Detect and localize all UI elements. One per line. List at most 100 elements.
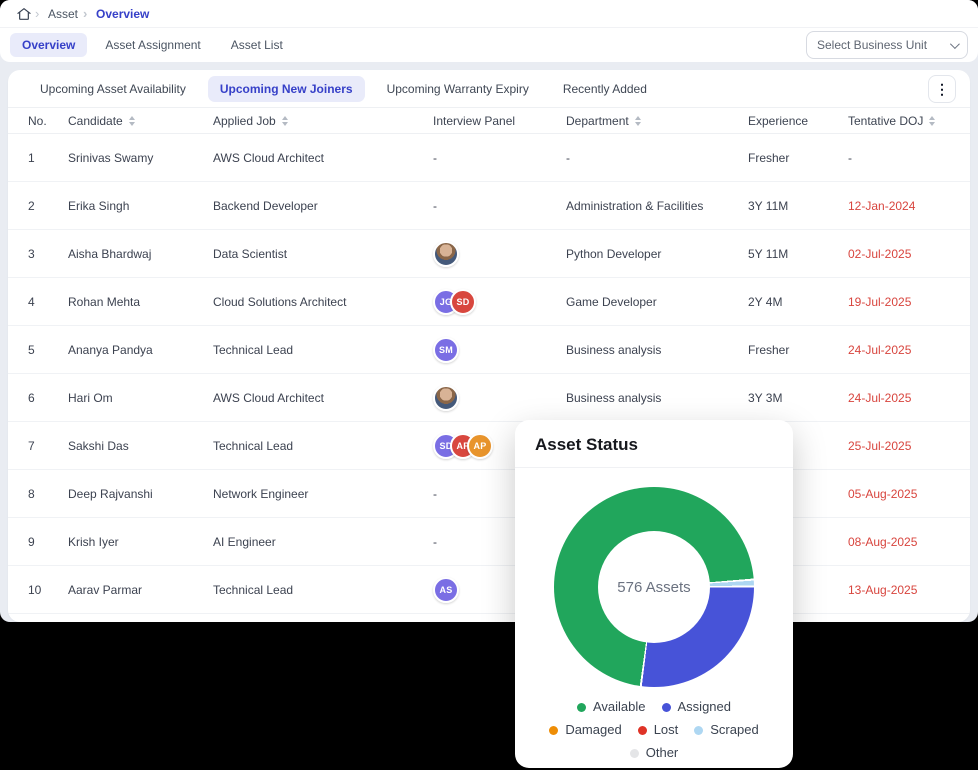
- legend-label: Assigned: [677, 699, 731, 714]
- cell-tentative-doj: 19-Jul-2025: [848, 294, 912, 309]
- cell-department: Game Developer: [566, 294, 657, 309]
- column-header-no-: No.: [28, 114, 68, 128]
- table-row: 4 Rohan Mehta Cloud Solutions Architect JG S…: [8, 278, 970, 326]
- top-tabs: Overview Asset Assignment Asset List: [10, 33, 295, 57]
- table-row: 6 Hari Om AWS Cloud Architect Business anal…: [8, 374, 970, 422]
- cell-candidate: Krish Iyer: [68, 534, 119, 549]
- legend-item-assigned: Assigned: [661, 696, 731, 718]
- home-icon[interactable]: [16, 6, 32, 22]
- legend-item-other: Other: [629, 742, 679, 764]
- cell-department: Administration & Facilities: [566, 198, 704, 213]
- cell-no: 9: [28, 534, 35, 549]
- breadcrumb-bar: Asset Overview: [0, 0, 978, 28]
- cell-tentative-doj: 12-Jan-2024: [848, 198, 916, 213]
- cell-interview-panel: JG SD: [433, 288, 566, 315]
- legend-item-available: Available: [576, 696, 646, 718]
- sort-icon: [128, 115, 135, 126]
- cell-applied-job: Backend Developer: [213, 198, 318, 213]
- asset-status-card: Asset Status 576 Assets Available Assigne…: [515, 420, 793, 768]
- column-header-department[interactable]: Department: [566, 114, 748, 128]
- column-label: Experience: [748, 113, 809, 128]
- column-label: Interview Panel: [433, 113, 516, 128]
- legend-dot-available: [576, 702, 586, 712]
- cell-no: 2: [28, 198, 35, 213]
- cell-candidate: Deep Rajvanshi: [68, 486, 153, 501]
- column-header-interview-panel: Interview Panel: [433, 114, 566, 128]
- cell-tentative-doj: 02-Jul-2025: [848, 246, 912, 261]
- cell-interview-panel: SM: [433, 336, 566, 363]
- cell-department: Business analysis: [566, 390, 662, 405]
- cell-no: 7: [28, 438, 35, 453]
- cell-candidate: Erika Singh: [68, 198, 130, 213]
- subtab-recently-added[interactable]: Recently Added: [562, 81, 647, 96]
- cell-interview-panel: -: [433, 534, 437, 549]
- cell-experience: Fresher: [748, 342, 790, 357]
- tab-overview[interactable]: Overview: [10, 33, 88, 57]
- cell-tentative-doj: -: [848, 150, 852, 165]
- cell-interview-panel: [433, 240, 566, 267]
- cell-candidate: Sakshi Das: [68, 438, 129, 453]
- column-label: Tentative DOJ: [848, 113, 924, 128]
- cell-tentative-doj: 05-Aug-2025: [848, 486, 918, 501]
- panel-initials-avatar: SD: [450, 288, 476, 315]
- cell-experience: 3Y 3M: [748, 390, 783, 405]
- cell-applied-job: AWS Cloud Architect: [213, 390, 324, 405]
- cell-applied-job: Technical Lead: [213, 582, 294, 597]
- asset-status-title: Asset Status: [535, 435, 638, 454]
- business-unit-select[interactable]: Select Business Unit: [806, 31, 968, 59]
- cell-experience: 3Y 11M: [748, 198, 789, 213]
- panel-initials-avatar: AS: [433, 576, 459, 603]
- cell-experience: 2Y 4M: [748, 294, 783, 309]
- asset-status-donut-chart: 576 Assets: [554, 487, 754, 687]
- column-label: Applied Job: [213, 113, 276, 128]
- tab-asset-assignment[interactable]: Asset Assignment: [105, 38, 201, 52]
- cell-experience: Fresher: [748, 150, 790, 165]
- cell-no: 4: [28, 294, 35, 309]
- cell-no: 5: [28, 342, 35, 357]
- subtab-upcoming-asset-availability[interactable]: Upcoming Asset Availability: [40, 81, 186, 96]
- column-label: No.: [28, 113, 47, 128]
- subtab-upcoming-warranty-expiry[interactable]: Upcoming Warranty Expiry: [386, 81, 529, 96]
- upcoming-panel-card: Upcoming Asset Availability Upcoming New …: [8, 70, 970, 622]
- cell-applied-job: Network Engineer: [213, 486, 309, 501]
- cell-candidate: Ananya Pandya: [68, 342, 153, 357]
- panel-initials-avatar: SM: [433, 336, 459, 363]
- cell-no: 10: [28, 582, 42, 597]
- breadcrumb: Asset Overview: [35, 6, 149, 21]
- legend-label: Scraped: [710, 722, 759, 737]
- tab-asset-list[interactable]: Asset List: [230, 38, 283, 52]
- cell-applied-job: AI Engineer: [213, 534, 276, 549]
- cell-no: 8: [28, 486, 35, 501]
- subtab-upcoming-new-joiners[interactable]: Upcoming New Joiners: [207, 75, 365, 102]
- panel-initials-avatar: SD: [433, 432, 459, 459]
- legend-dot-assigned: [661, 702, 671, 712]
- cell-tentative-doj: 25-Jul-2025: [848, 438, 912, 453]
- sort-icon: [281, 115, 288, 126]
- sort-icon: [634, 115, 641, 126]
- sort-icon: [929, 115, 936, 126]
- cell-interview-panel: -: [433, 198, 437, 213]
- cell-experience: 5Y 11M: [748, 246, 789, 261]
- column-header-candidate[interactable]: Candidate: [68, 114, 213, 128]
- subtab-row: Upcoming Asset Availability Upcoming New …: [8, 70, 970, 108]
- cell-candidate: Rohan Mehta: [68, 294, 141, 309]
- column-header-tentative-doj[interactable]: Tentative DOJ: [848, 114, 970, 128]
- kebab-icon: ⋮: [935, 80, 949, 97]
- column-header-experience: Experience: [748, 114, 848, 128]
- column-header-applied-job[interactable]: Applied Job: [213, 114, 433, 128]
- cell-applied-job: AWS Cloud Architect: [213, 150, 324, 165]
- breadcrumb-item-asset[interactable]: Asset: [35, 6, 78, 21]
- chevron-down-icon: [949, 38, 960, 49]
- asset-status-header: Asset Status: [515, 420, 793, 468]
- panel-photo-avatar: [433, 384, 459, 411]
- table-row: 1 Srinivas Swamy AWS Cloud Architect - - Fres…: [8, 134, 970, 182]
- breadcrumb-item-overview[interactable]: Overview: [83, 6, 149, 21]
- legend-label: Other: [645, 745, 679, 760]
- cell-applied-job: Technical Lead: [213, 438, 294, 453]
- legend-label: Lost: [653, 722, 679, 737]
- subtabs: Upcoming Asset Availability Upcoming New …: [28, 75, 659, 102]
- table-row: 3 Aisha Bhardwaj Data Scientist Python Deve…: [8, 230, 970, 278]
- more-options-button[interactable]: ⋮: [928, 74, 956, 103]
- cell-interview-panel: -: [433, 486, 437, 501]
